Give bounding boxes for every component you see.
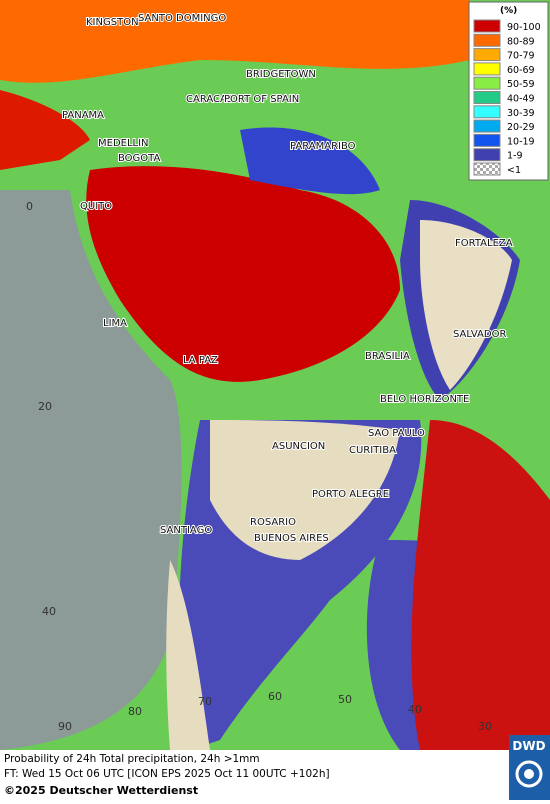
legend-label: 1-9 — [507, 151, 523, 162]
grid-label: 30 — [478, 720, 492, 733]
city-labels: KINGSTON SANTO DOMINGO BRIDGETOWN CARACA… — [61, 12, 514, 545]
grid-labels: 0 20 40 90 80 70 60 50 40 30 — [26, 200, 492, 733]
logo-text: DWD — [512, 739, 545, 753]
legend-swatch — [473, 48, 501, 62]
legend-label: 20-29 — [507, 122, 535, 133]
city-label: SANTIAGO — [160, 525, 212, 536]
city-label: MEDELLIN — [98, 138, 149, 149]
legend-swatch — [473, 105, 501, 119]
legend-swatch — [473, 148, 501, 162]
copyright: ©2025 Deutscher Wetterdienst — [4, 784, 198, 797]
legend-label: 50-59 — [507, 79, 535, 90]
legend-swatch — [473, 162, 501, 176]
footer-box — [0, 750, 505, 800]
city-label: LIMA — [103, 318, 127, 329]
city-label: ROSARIO — [250, 517, 296, 528]
city-label: PORTO ALEGRE — [312, 489, 389, 500]
legend-label: 70-79 — [507, 51, 535, 62]
legend-label: 60-69 — [507, 65, 535, 76]
city-label: FORTALEZA — [455, 238, 513, 249]
legend-title: (%) — [500, 6, 517, 16]
city-label: SALVADOR — [453, 329, 506, 340]
grid-label: 40 — [42, 605, 56, 618]
logo-box — [509, 735, 550, 800]
city-label: KINGSTON — [86, 17, 139, 28]
footer-text: FT: Wed 15 Oct 06 UTC [ICON EPS 2025 Oct… — [4, 768, 330, 780]
grid-label: 60 — [268, 690, 282, 703]
legend-swatch — [473, 91, 501, 104]
city-label: BUENOS AIRES — [254, 533, 329, 544]
legend-label: 80-89 — [507, 36, 535, 47]
legend-swatch — [473, 119, 501, 133]
legend: (%) 90-100 80-89 70-79 60-69 50-59 40-49 30-39… — [468, 1, 549, 181]
city-label: BELO HORIZONTE — [380, 394, 469, 405]
city-label: BOGOTA — [118, 153, 161, 164]
legend-swatch — [473, 62, 501, 76]
map-field — [0, 0, 550, 750]
grid-label: 70 — [198, 695, 212, 708]
grid-label: 80 — [128, 705, 142, 718]
city-label: PANAMA — [62, 110, 104, 121]
grid-label: 20 — [38, 400, 52, 413]
city-label: BRIDGETOWN — [246, 69, 316, 80]
legend-label: <1 — [507, 165, 521, 176]
legend-swatch — [473, 19, 501, 33]
legend-label: 30-39 — [507, 108, 535, 119]
city-label: CURITIBA — [349, 445, 396, 456]
city-label: CARACAS — [186, 94, 233, 105]
city-label: SAO PAULO — [368, 428, 425, 439]
legend-swatch — [473, 33, 501, 47]
legend-label: 90-100 — [507, 22, 541, 33]
legend-label: 40-49 — [507, 94, 535, 105]
city-label: PARAMARIBO — [290, 141, 356, 152]
footer-text: Probability of 24h Total precipitation, … — [4, 753, 260, 765]
legend-swatch — [473, 76, 501, 90]
city-label: PORT OF SPAIN — [224, 94, 299, 105]
legend-label: 10-19 — [507, 136, 535, 147]
grid-label: 40 — [408, 703, 422, 716]
city-label: LA PAZ — [183, 355, 218, 366]
city-label: BRASILIA — [365, 351, 410, 362]
grid-label: 90 — [58, 720, 72, 733]
legend-swatch — [473, 133, 501, 147]
city-label: SANTO DOMINGO — [138, 13, 226, 24]
city-label: ASUNCION — [272, 441, 325, 452]
grid-label: 0 — [26, 200, 33, 213]
city-label: QUITO — [80, 201, 112, 212]
grid-label: 50 — [338, 693, 352, 706]
dwd-logo: DWD — [509, 735, 550, 800]
